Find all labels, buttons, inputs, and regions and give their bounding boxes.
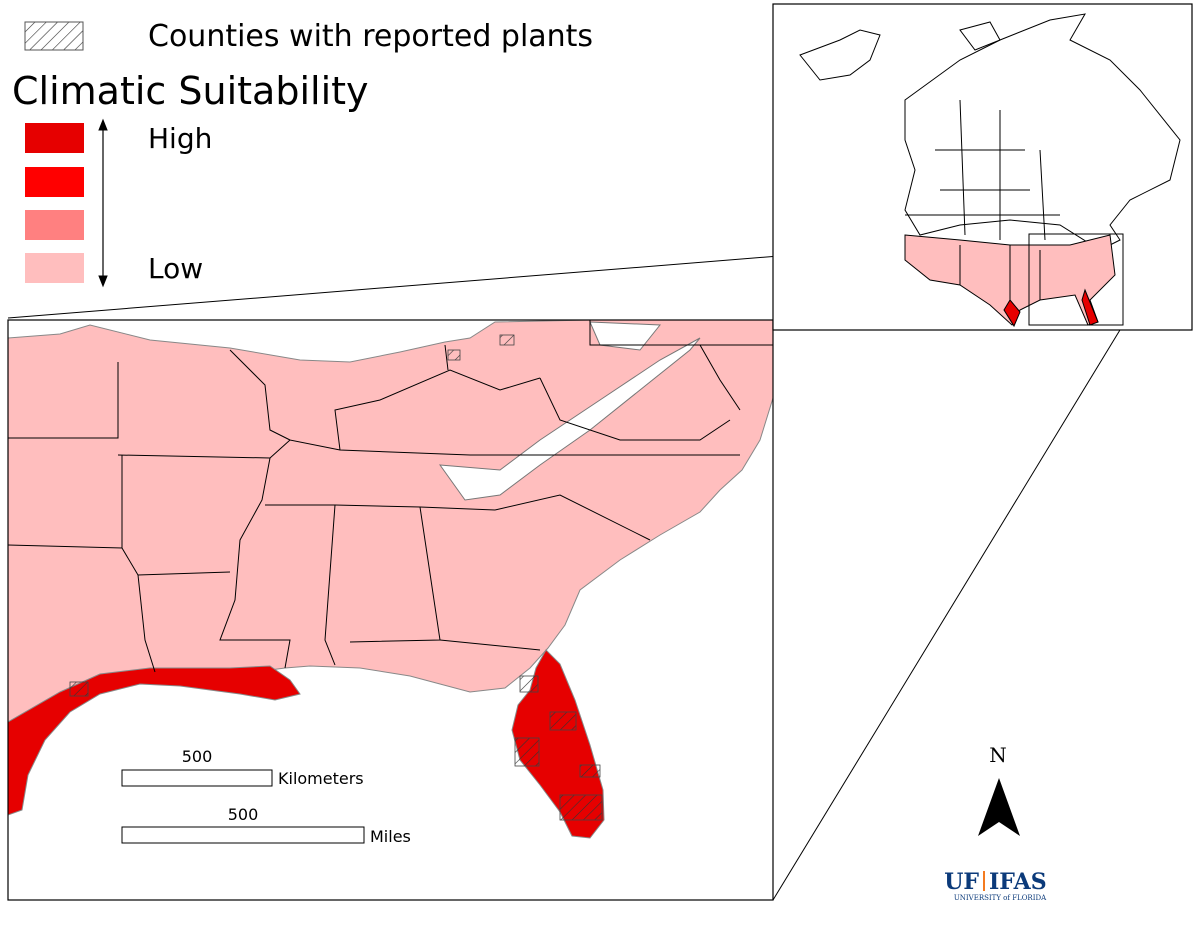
main-map-frame — [7, 319, 774, 901]
mi-bar — [121, 826, 365, 844]
swatch-3 — [25, 210, 84, 240]
logo-ifas: IFAS — [989, 869, 1047, 895]
mi-unit: Miles — [370, 827, 411, 846]
north-label: N — [989, 743, 1007, 767]
legend-arrow — [98, 118, 108, 288]
km-bar — [121, 769, 273, 787]
north-arrow — [978, 778, 1020, 836]
swatch-1 — [25, 123, 84, 153]
main-map — [8, 320, 773, 900]
legend-title: Climatic Suitability — [12, 69, 369, 113]
swatch-2 — [25, 167, 84, 197]
hatch-label: Counties with reported plants — [148, 19, 593, 54]
legend-low: Low — [148, 252, 203, 285]
km-unit: Kilometers — [278, 769, 364, 788]
km-value: 500 — [182, 747, 213, 766]
inset-map — [799, 13, 1181, 328]
swatch-4 — [25, 253, 84, 283]
logo-subtitle: UNIVERSITY of FLORIDA — [954, 894, 1047, 902]
logo-uf: UF — [944, 869, 979, 895]
connector-line — [772, 324, 1124, 901]
hatch-swatch — [24, 21, 84, 51]
mi-value: 500 — [228, 805, 259, 824]
legend-high: High — [148, 122, 212, 155]
